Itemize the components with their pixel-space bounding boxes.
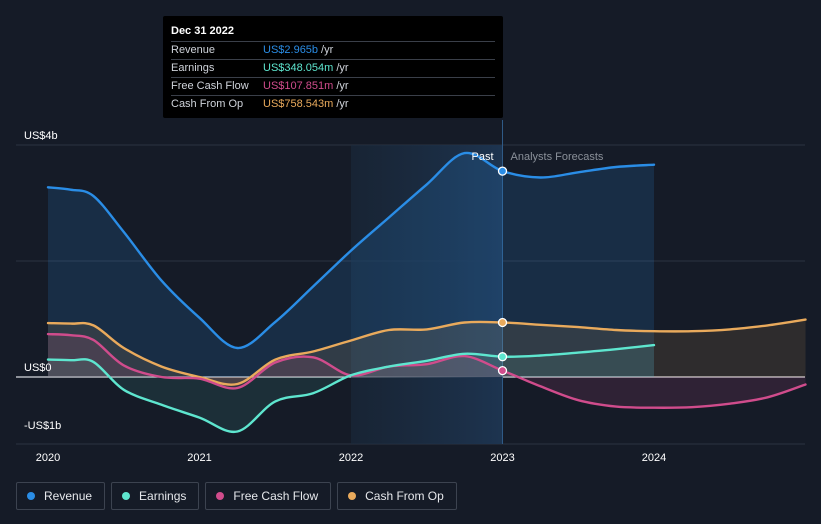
past-highlight-region <box>351 120 503 444</box>
tooltip-value: US$348.054m <box>263 62 334 74</box>
tooltip-date: Dec 31 2022 <box>171 25 234 37</box>
marker-cash-from-op <box>497 317 508 328</box>
x-tick-label: 2024 <box>642 452 666 464</box>
tooltip-row-earnings: Earnings US$348.054m /yr <box>171 59 495 77</box>
y-tick-label: -US$1b <box>24 420 61 432</box>
legend-label: Earnings <box>139 489 187 503</box>
y-tick-label: US$0 <box>24 362 52 374</box>
marker-earnings <box>497 352 508 362</box>
line-revenue <box>46 151 656 350</box>
legend-dot-icon <box>216 492 225 500</box>
tooltip-value: US$758.543m <box>263 98 334 110</box>
legend-item-revenue[interactable]: Revenue <box>16 482 106 510</box>
tooltip-label: Cash From Op <box>171 98 244 110</box>
tooltip-unit: /yr <box>321 44 334 56</box>
y-tick-label: US$4b <box>24 130 58 142</box>
line-cash-from-op <box>46 318 807 386</box>
area-free-cash-flow <box>48 334 806 408</box>
line-earnings <box>46 343 656 434</box>
tooltip-row-free-cash-flow: Free Cash Flow US$107.851m /yr <box>171 77 495 95</box>
legend-label: Revenue <box>44 489 93 503</box>
tooltip-unit: /yr <box>336 62 349 74</box>
legend-item-free-cash-flow[interactable]: Free Cash Flow <box>205 482 332 510</box>
tooltip-unit: /yr <box>336 80 349 92</box>
tooltip-row-cash-from-op: Cash From Op US$758.543m /yr <box>171 95 495 113</box>
tooltip-unit: /yr <box>336 98 349 110</box>
legend-dot-icon <box>122 492 131 500</box>
past-label: Past <box>471 151 493 163</box>
tooltip-row-revenue: Revenue US$2.965b /yr <box>171 41 495 59</box>
series-markers <box>497 166 508 376</box>
legend-dot-icon <box>27 492 35 500</box>
x-tick-label: 2020 <box>36 452 60 464</box>
tooltip-label: Free Cash Flow <box>171 80 249 92</box>
tooltip-label: Earnings <box>171 62 215 74</box>
tooltip: Dec 31 2022 Revenue US$2.965b /yr Earnin… <box>163 16 503 118</box>
x-tick-label: 2021 <box>187 452 211 464</box>
marker-free-cash-flow <box>497 365 508 376</box>
x-tick-label: 2023 <box>490 452 514 464</box>
marker-revenue <box>497 166 508 176</box>
legend-label: Cash From Op <box>365 489 444 503</box>
series-lines <box>46 151 807 434</box>
area-cash-from-op <box>48 319 806 385</box>
x-tick-label: 2022 <box>339 452 363 464</box>
line-free-cash-flow <box>46 332 807 409</box>
forecast-label: Analysts Forecasts <box>511 151 604 163</box>
legend-item-earnings[interactable]: Earnings <box>111 482 200 510</box>
tooltip-label: Revenue <box>171 44 216 56</box>
tooltip-value: US$2.965b <box>263 44 319 56</box>
tooltip-value: US$107.851m <box>263 80 334 92</box>
axis-labels: US$4b US$0 -US$1b 2020 2021 2022 2023 2024 Past A… <box>24 130 666 464</box>
legend-item-cash-from-op[interactable]: Cash From Op <box>337 482 457 510</box>
legend: Revenue Earnings Free Cash Flow Cash Fro… <box>16 482 457 510</box>
past-highlight <box>351 145 503 444</box>
legend-label: Free Cash Flow <box>233 489 319 503</box>
legend-dot-icon <box>348 492 357 500</box>
